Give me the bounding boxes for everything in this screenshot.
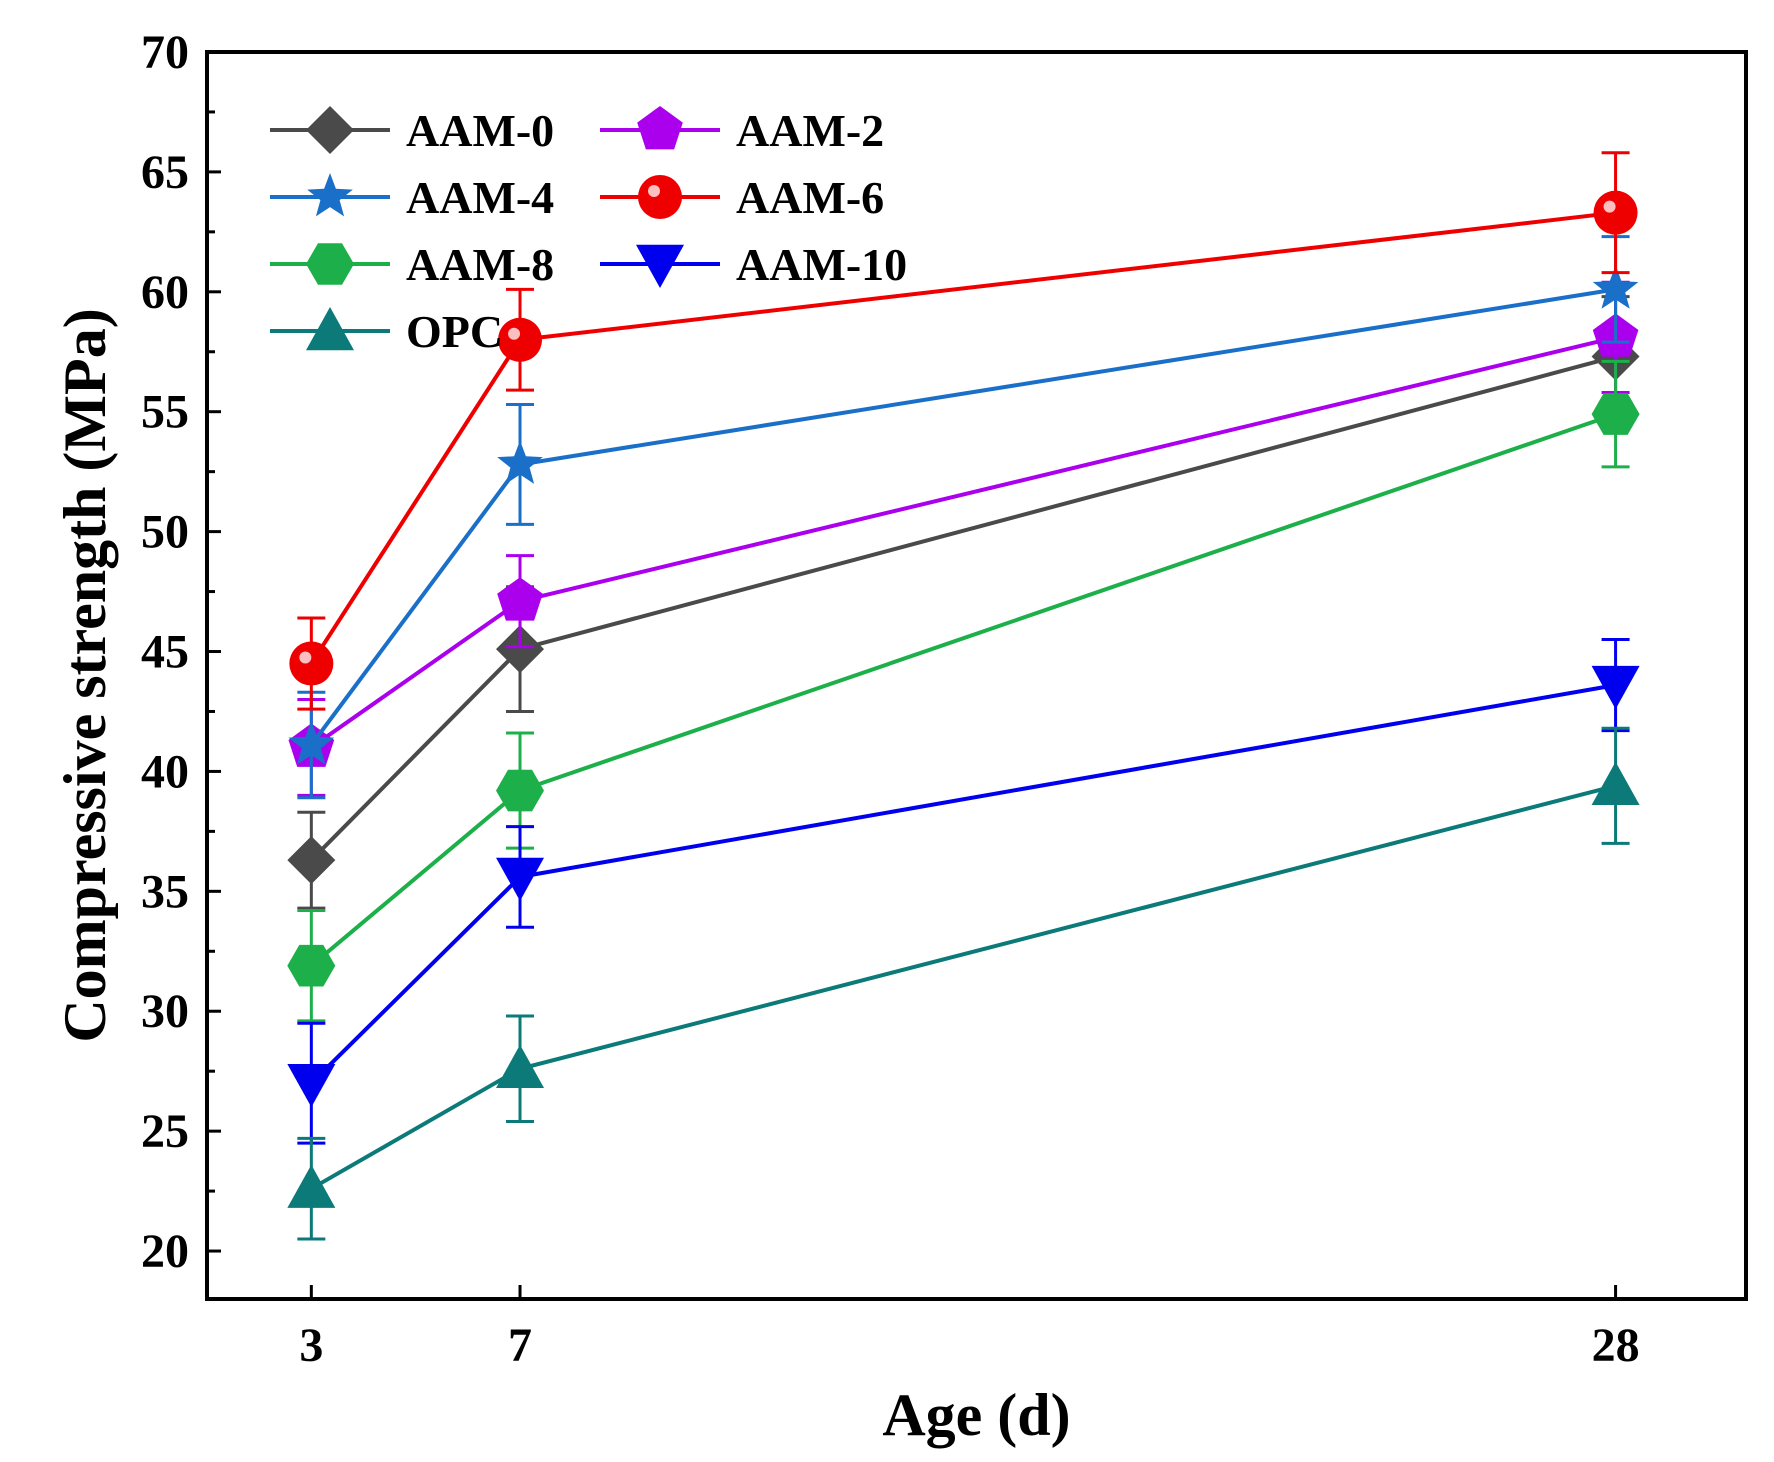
y-tick-label: 25 <box>141 1105 189 1158</box>
data-point <box>1591 761 1640 806</box>
data-point <box>498 317 543 362</box>
legend-label: AAM-10 <box>736 239 907 290</box>
data-point <box>496 857 545 901</box>
data-point <box>497 577 543 621</box>
legend-marker <box>306 243 354 285</box>
legend-marker <box>307 173 353 217</box>
data-point <box>289 641 334 686</box>
series-line <box>310 783 1617 1191</box>
data-point <box>496 625 545 674</box>
plot-frame <box>205 50 1748 1301</box>
y-tick-label: 70 <box>141 26 189 79</box>
y-axis-title: Compressive strength (MPa) <box>52 308 118 1042</box>
x-axis-title: Age (d) <box>882 1382 1070 1448</box>
data-point <box>497 440 543 484</box>
x-tick-label: 3 <box>299 1319 323 1372</box>
series-aam-10 <box>287 638 1640 1145</box>
data-point <box>496 769 544 812</box>
data-point <box>287 944 336 987</box>
x-tick-label: 28 <box>1592 1319 1640 1372</box>
series-layer <box>287 151 1640 1241</box>
data-point <box>1592 265 1639 309</box>
data-point <box>1591 665 1640 710</box>
series-line <box>309 683 1616 1085</box>
x-tick-label: 7 <box>508 1319 532 1372</box>
data-point <box>287 1063 336 1108</box>
data-point <box>287 1164 336 1208</box>
y-tick-label: 35 <box>141 865 189 918</box>
legend-item-aam-4: AAM-4 <box>270 172 554 223</box>
series-line <box>310 412 1617 968</box>
marker-highlight <box>299 651 312 664</box>
data-point <box>1593 190 1638 235</box>
series-line <box>310 335 1617 750</box>
axes-layer: 20 25 30 35 40 45 50 55 60 65 70 3 7 28 <box>141 26 1748 1372</box>
legend-label: AAM-6 <box>736 172 884 223</box>
legend-label: AAM-4 <box>406 172 554 223</box>
y-tick-label: 65 <box>141 146 189 199</box>
legend-item-opc: OPC <box>270 306 503 357</box>
legend-label: AAM-2 <box>736 105 884 156</box>
y-tick-label: 55 <box>141 386 189 439</box>
data-point <box>288 721 335 765</box>
data-point <box>1591 393 1640 435</box>
marker-highlight <box>508 327 521 340</box>
y-tick-label: 30 <box>141 985 189 1038</box>
legend-item-aam-6: AAM-6 <box>600 172 884 223</box>
y-tick-label: 50 <box>141 506 189 559</box>
legend-label: OPC <box>406 306 503 357</box>
legend-label: AAM-8 <box>406 239 554 290</box>
legend-item-aam-10: AAM-10 <box>600 239 907 290</box>
y-tick-label: 60 <box>141 266 189 319</box>
legend-item-aam-0: AAM-0 <box>270 105 554 156</box>
legend-item-aam-2: AAM-2 <box>600 105 884 156</box>
y-tick-label: 40 <box>141 745 189 798</box>
legend-marker <box>638 175 682 219</box>
legend-marker <box>306 307 354 351</box>
y-tick-label: 20 <box>141 1225 189 1278</box>
legend-marker <box>637 106 683 150</box>
y-tick-label: 45 <box>141 626 189 679</box>
series-opc <box>287 726 1640 1241</box>
legend-marker <box>636 244 684 288</box>
series-aam-8 <box>287 359 1640 1023</box>
data-point <box>287 836 336 885</box>
marker-highlight <box>648 185 660 197</box>
series-aam-6 <box>289 151 1638 711</box>
legend: AAM-0 AAM-2 AAM-4 AAM-6 AAM-8 AAM-10 OPC <box>270 105 907 357</box>
data-point <box>496 1044 545 1088</box>
legend-marker <box>306 106 354 154</box>
marker-highlight <box>1603 200 1616 213</box>
legend-item-aam-8: AAM-8 <box>270 239 554 290</box>
legend-label: AAM-0 <box>406 105 554 156</box>
